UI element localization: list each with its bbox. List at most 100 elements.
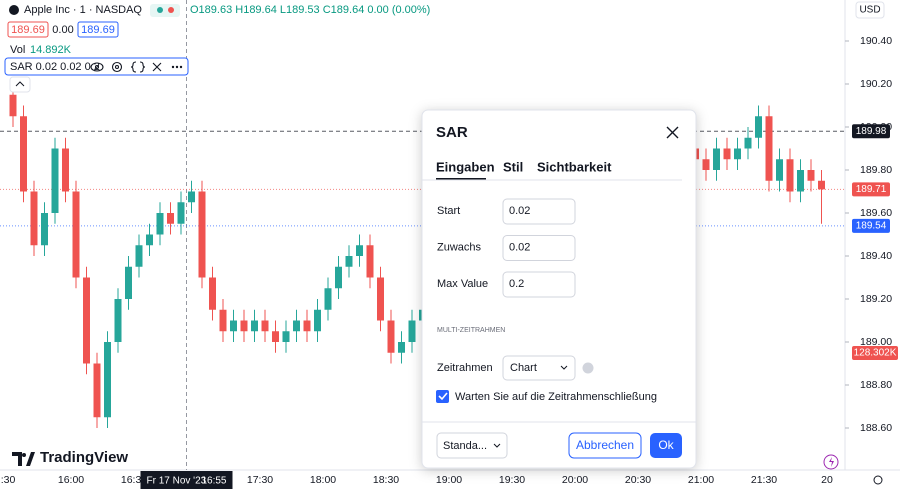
x-tick-label: 17:30 [247, 474, 273, 486]
price-tag [852, 218, 890, 233]
candle-body [387, 320, 395, 353]
x-tick-label: :30 [1, 474, 16, 486]
candle-body [51, 148, 59, 213]
fields: Start 0.02 Zuwachs 0.02 Max Value 0.2 [437, 198, 576, 298]
candle-body [765, 116, 773, 181]
bid: 189.69 [11, 24, 45, 36]
cancel-button[interactable] [568, 432, 642, 459]
more-icon[interactable] [171, 65, 183, 69]
x-tick-label: 20:30 [625, 474, 651, 486]
timeframe-value: Chart [510, 362, 537, 374]
collapse-button[interactable] [9, 76, 31, 93]
x-tick-label: 21:30 [751, 474, 777, 486]
checkmark [438, 392, 448, 401]
status-badge [150, 4, 180, 17]
y-tick-label: 189.00 [860, 336, 892, 348]
candle-body [366, 245, 374, 278]
logo: TradingView [40, 449, 128, 466]
ask: 189.69 [81, 24, 115, 36]
bid-box[interactable] [7, 21, 49, 38]
collapse-icon [15, 81, 25, 87]
plot [0, 0, 845, 470]
candle-body [93, 363, 101, 418]
candle-body [209, 277, 216, 310]
tab[interactable]: Sichtbarkeit [537, 159, 612, 174]
price-tag-label: 189.54 [856, 221, 887, 232]
x-tick-label: 19:30 [499, 474, 525, 486]
price-tag-label: 189.98 [856, 126, 887, 137]
candle-body [335, 266, 342, 289]
field-value: 0.02 [509, 205, 530, 217]
timeframe-select[interactable] [502, 355, 576, 381]
indicator: SAR 0.02 0.02 0.2 [10, 61, 100, 73]
y-tick-label: 189.80 [860, 164, 892, 176]
ask-box[interactable] [77, 21, 119, 38]
x-tick-label: 18:30 [373, 474, 399, 486]
candle-body [104, 342, 111, 418]
x-tick-label: 16:00 [58, 474, 84, 486]
candle-body [188, 191, 195, 203]
tab[interactable]: Eingaben [436, 159, 495, 174]
candle-body [30, 191, 38, 246]
logo-icon [22, 453, 26, 457]
field-input[interactable] [502, 198, 576, 225]
candle-body [114, 299, 122, 342]
symbol: Apple Inc · 1 · NASDAQ [24, 4, 142, 16]
legend-icons[interactable] [90, 61, 162, 73]
alert-icon [829, 457, 834, 467]
candle-body [398, 342, 405, 353]
close-button[interactable] [666, 126, 679, 139]
candle-body [146, 234, 153, 246]
candle-body [408, 320, 416, 342]
x-tick-label: 19:00 [436, 474, 462, 486]
help-icon[interactable] [582, 362, 594, 374]
currency-button[interactable] [855, 1, 885, 19]
candle-body [314, 309, 321, 332]
status-dot [157, 7, 163, 13]
y-tick-label: 188.80 [860, 379, 892, 391]
field-value: 0.2 [509, 278, 524, 290]
candle-body [744, 137, 752, 149]
candle-body [240, 320, 248, 332]
ok-button[interactable] [650, 433, 682, 458]
candle-body [230, 320, 237, 332]
candle-body [198, 191, 206, 278]
x-tick-label: 18:00 [310, 474, 336, 486]
candle-body [135, 245, 143, 267]
field-label: Zuwachs [437, 241, 482, 253]
candle-body [807, 170, 815, 181]
tab[interactable]: Stil [503, 159, 523, 174]
ohlc: O189.63 H189.64 L189.53 C189.64 0.00 (0.… [190, 4, 430, 16]
field-label: Max Value [437, 278, 488, 290]
crosshair-time: 16:55 [201, 476, 226, 487]
field-label: Zeitrahmen [437, 362, 493, 374]
field-input[interactable] [502, 271, 576, 298]
field-value: 0.02 [509, 241, 530, 253]
y-tick-label: 190.40 [860, 35, 892, 47]
candle-body [177, 202, 185, 224]
preset-select[interactable] [436, 432, 508, 459]
x-tick-label: 20:00 [562, 474, 588, 486]
volume-tag [852, 346, 898, 360]
y-tick-label: 189.20 [860, 293, 892, 305]
settings-button[interactable] [873, 475, 883, 485]
checkbox[interactable] [436, 390, 449, 403]
candle-body [293, 320, 300, 332]
candle-body [282, 331, 290, 342]
candle-body [272, 331, 279, 342]
vol-value: 14.892K [30, 44, 72, 56]
candle-body [72, 191, 80, 278]
spread: 0.00 [52, 24, 73, 36]
status-dot [168, 7, 174, 13]
candle-body [776, 159, 783, 181]
candle-body [167, 213, 174, 224]
candle-body [345, 256, 353, 267]
candle-body [41, 213, 48, 246]
dialog-title: SAR [436, 124, 468, 141]
field-label: Start [437, 205, 460, 217]
vol-label: Vol [10, 44, 25, 56]
field-input[interactable] [502, 235, 576, 261]
cancel: Abbrechen [576, 438, 634, 452]
crosshair-date: Fr 17 Nov '23 [147, 476, 207, 487]
